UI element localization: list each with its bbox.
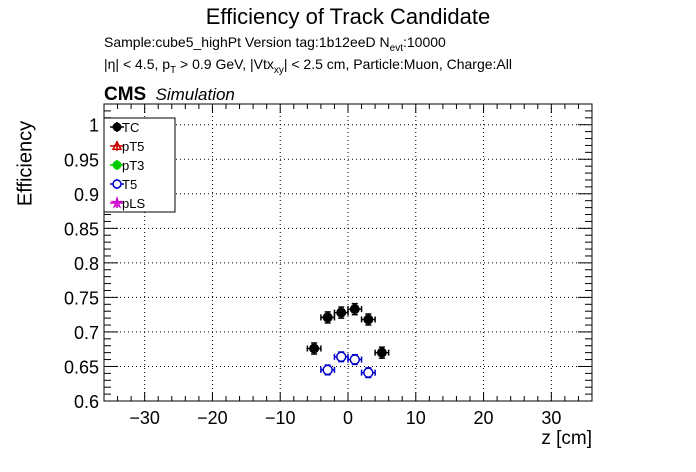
marker-open-star <box>110 195 124 209</box>
y-tick-label: 0.65 <box>64 357 99 377</box>
subtitle2-part0: |η| < 4.5, p <box>104 56 171 72</box>
subtitle-sub: evt <box>389 42 403 54</box>
y-tick-label: 0.85 <box>64 219 99 239</box>
legend: TC pT5 pT3 T5 pLS <box>103 117 176 213</box>
legend-label: pLS <box>122 196 145 211</box>
marker-filled-circle <box>112 122 122 132</box>
data-point-TC <box>374 346 390 359</box>
y-tick-label: 0.9 <box>74 185 99 205</box>
marker-open-circle <box>112 179 122 189</box>
y-tick-label: 0.6 <box>74 392 99 412</box>
legend-label: T5 <box>122 177 137 192</box>
legend-entry-pLS: pLS <box>110 195 145 211</box>
legend-label: TC <box>122 120 139 135</box>
x-tick-label: 0 <box>343 408 353 428</box>
marker-filled-circle <box>322 312 333 323</box>
data-point-T5 <box>360 367 376 379</box>
subtitle2-part4: | < 2.5 cm, Particle:Muon, Charge:All <box>283 56 512 72</box>
marker-open-circle <box>322 364 333 376</box>
x-tick-label: 20 <box>474 408 494 428</box>
subtitle2-part3: xy <box>273 64 284 76</box>
x-tick-label: −20 <box>197 408 228 428</box>
legend-label: pT3 <box>122 158 144 173</box>
y-tick-label: 0.8 <box>74 254 99 274</box>
marker-filled-circle <box>376 347 387 358</box>
marker-filled-circle <box>363 314 374 325</box>
x-axis-label: z [cm] <box>541 428 592 449</box>
marker-filled-circle <box>349 304 360 315</box>
legend-entry-pT3: pT3 <box>110 158 144 173</box>
x-tick-label: 10 <box>406 408 426 428</box>
marker-open-circle <box>335 351 347 363</box>
subtitle2-part2: > 0.9 GeV, |Vtx <box>176 56 274 72</box>
data-point-T5 <box>333 351 349 363</box>
marker-open-circle <box>363 367 374 378</box>
marker-filled-circle <box>309 343 320 354</box>
marker-open-triangle <box>111 140 123 150</box>
data-point-TC <box>347 302 363 316</box>
legend-entry-TC: TC <box>110 120 139 135</box>
legend-label: pT5 <box>122 139 144 154</box>
subtitle-main: Sample:cube5_highPt Version tag:1b12eeD … <box>104 34 390 50</box>
data-point-TC <box>360 313 376 326</box>
data-point-T5 <box>320 364 336 376</box>
x-axis: −30 −20 −10 0 10 20 30 <box>103 104 593 428</box>
y-tick-label: 1 <box>89 116 99 136</box>
subtitle-suffix: :10000 <box>402 34 446 50</box>
simulation-text: Simulation <box>155 85 235 104</box>
x-tick-label: 30 <box>541 408 561 428</box>
cms-label: CMS Simulation <box>104 84 235 106</box>
y-axis-label: Efficiency <box>14 120 37 207</box>
subtitle2-part1: T <box>170 64 177 76</box>
x-tick-label: −30 <box>129 408 160 428</box>
data-markers <box>306 302 390 379</box>
marker-filled-circle <box>336 307 347 318</box>
y-axis: 0.6 0.65 0.7 0.75 0.8 0.85 0.9 0.95 1 <box>64 110 592 412</box>
marker-open-circle <box>349 354 361 365</box>
chart-subtitle-line1: Sample:cube5_highPt Version tag:1b12eeD … <box>104 34 446 54</box>
y-tick-label: 0.95 <box>64 150 99 170</box>
cms-text: CMS <box>104 84 147 105</box>
chart-title: Efficiency of Track Candidate <box>205 4 491 29</box>
data-point-TC <box>306 342 322 355</box>
legend-entry-pT5: pT5 <box>110 139 144 154</box>
y-tick-label: 0.75 <box>64 288 99 308</box>
data-point-T5 <box>347 353 363 366</box>
x-tick-label: −10 <box>265 408 296 428</box>
data-point-TC <box>333 306 349 319</box>
legend-entry-T5: T5 <box>110 177 137 192</box>
marker-filled-circle <box>112 160 122 170</box>
y-tick-label: 0.7 <box>74 323 99 343</box>
chart-subtitle-line2: |η| < 4.5, pT > 0.9 GeV, |Vtxxy| < 2.5 c… <box>104 56 512 76</box>
data-point-TC <box>320 311 336 324</box>
